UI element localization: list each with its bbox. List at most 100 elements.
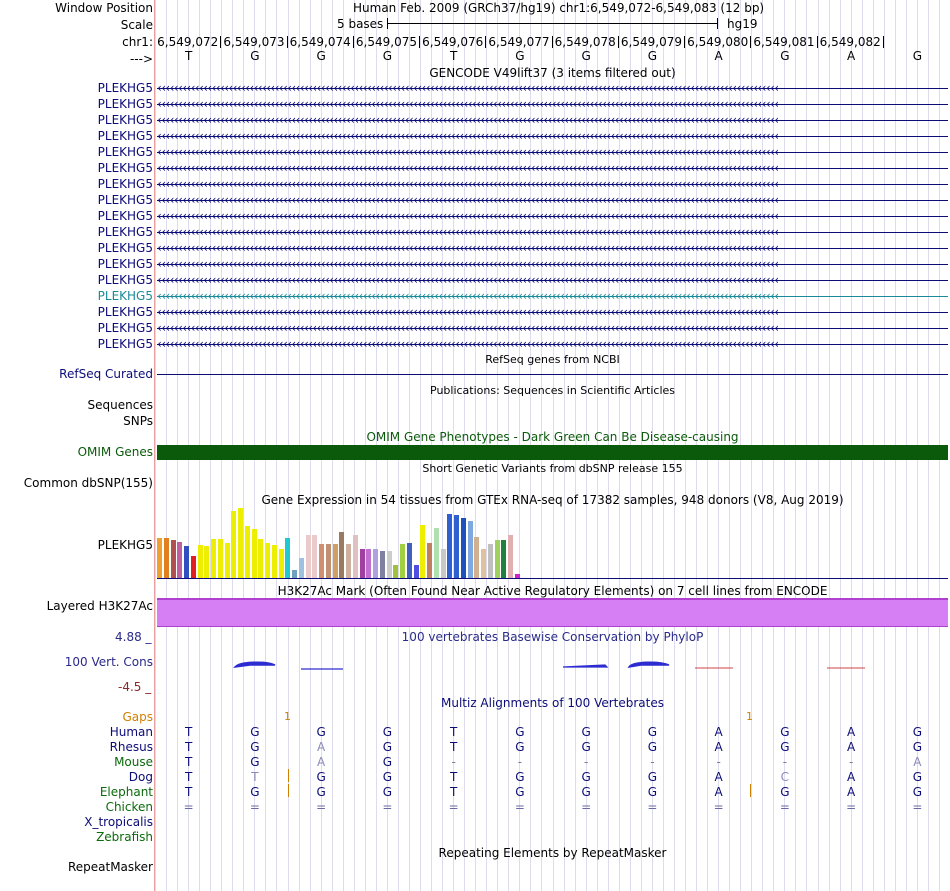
gtex-tissue-bar[interactable] bbox=[393, 565, 399, 578]
transcript-label[interactable]: PLEKHG5 bbox=[97, 129, 153, 143]
gtex-tissue-bar[interactable] bbox=[501, 540, 507, 578]
transcript-label[interactable]: PLEKHG5 bbox=[97, 113, 153, 127]
gtex-tissue-bar[interactable] bbox=[244, 526, 250, 578]
transcript-line[interactable] bbox=[157, 312, 948, 313]
refseq-gene-line[interactable] bbox=[157, 374, 948, 375]
gtex-tissue-bar[interactable] bbox=[440, 549, 446, 578]
transcript-line[interactable] bbox=[157, 120, 948, 121]
refseq-label[interactable]: RefSeq Curated bbox=[59, 367, 153, 381]
species-label[interactable]: X_tropicalis bbox=[84, 815, 153, 829]
transcript-line[interactable] bbox=[157, 344, 948, 345]
gtex-tissue-bar[interactable] bbox=[514, 574, 520, 578]
transcript-line[interactable] bbox=[157, 296, 948, 297]
transcript-label[interactable]: PLEKHG5 bbox=[97, 97, 153, 111]
transcript-line[interactable] bbox=[157, 328, 948, 329]
gtex-tissue-bar[interactable] bbox=[481, 549, 486, 578]
gtex-tissue-bar[interactable] bbox=[251, 529, 257, 578]
species-label[interactable]: Rhesus bbox=[109, 740, 153, 754]
transcript-line[interactable] bbox=[157, 104, 948, 105]
transcript-label[interactable]: PLEKHG5 bbox=[97, 177, 153, 191]
transcript-line[interactable] bbox=[157, 200, 948, 201]
transcript-line[interactable] bbox=[157, 280, 948, 281]
gtex-tissue-bar[interactable] bbox=[217, 539, 223, 578]
gtex-tissue-bar[interactable] bbox=[454, 515, 459, 578]
publications-snps-label[interactable]: SNPs bbox=[123, 414, 153, 428]
repeatmasker-label[interactable]: RepeatMasker bbox=[67, 860, 153, 874]
gtex-tissue-bar[interactable] bbox=[177, 542, 183, 578]
gtex-tissue-bar[interactable] bbox=[346, 544, 351, 578]
transcript-label[interactable]: PLEKHG5 bbox=[97, 257, 153, 271]
gtex-tissue-bar[interactable] bbox=[487, 544, 493, 578]
transcript-line[interactable] bbox=[157, 216, 948, 217]
transcript-line[interactable] bbox=[157, 168, 948, 169]
gtex-tissue-bar[interactable] bbox=[157, 538, 162, 578]
gtex-tissue-bar[interactable] bbox=[271, 545, 277, 578]
gtex-tissue-bar[interactable] bbox=[258, 539, 264, 578]
transcript-label[interactable]: PLEKHG5 bbox=[97, 161, 153, 175]
transcript-line[interactable] bbox=[157, 232, 948, 233]
gtex-tissue-bar[interactable] bbox=[433, 528, 439, 578]
gtex-tissue-bar[interactable] bbox=[474, 537, 480, 578]
h3k27ac-signal[interactable] bbox=[157, 598, 948, 627]
transcript-line[interactable] bbox=[157, 264, 948, 265]
transcript-line[interactable] bbox=[157, 136, 948, 137]
gtex-tissue-bar[interactable] bbox=[184, 546, 189, 578]
gtex-tissue-bar[interactable] bbox=[447, 514, 453, 578]
omim-phenotype-bar[interactable] bbox=[157, 445, 948, 460]
gtex-tissue-bar[interactable] bbox=[366, 549, 372, 578]
gtex-tissue-bar[interactable] bbox=[406, 543, 412, 578]
window-position-value[interactable]: Human Feb. 2009 (GRCh37/hg19) chr1:6,549… bbox=[353, 1, 765, 15]
transcript-label[interactable]: PLEKHG5 bbox=[97, 209, 153, 223]
gtex-tissue-bar[interactable] bbox=[292, 570, 297, 578]
transcript-label[interactable]: PLEKHG5 bbox=[97, 193, 153, 207]
species-label[interactable]: Chicken bbox=[105, 800, 153, 814]
transcript-label[interactable]: PLEKHG5 bbox=[97, 225, 153, 239]
gtex-tissue-bar[interactable] bbox=[467, 521, 473, 578]
species-label[interactable]: Zebrafish bbox=[96, 830, 153, 844]
transcript-label[interactable]: PLEKHG5 bbox=[97, 81, 153, 95]
gtex-tissue-bar[interactable] bbox=[400, 544, 405, 578]
gtex-tissue-bar[interactable] bbox=[170, 540, 176, 578]
gtex-label[interactable]: PLEKHG5 bbox=[97, 538, 153, 552]
transcript-label[interactable]: PLEKHG5 bbox=[97, 321, 153, 335]
phylop-signal[interactable] bbox=[155, 655, 950, 680]
phylop-label[interactable]: 100 Vert. Cons bbox=[64, 655, 153, 669]
gtex-tissue-bar[interactable] bbox=[386, 551, 392, 578]
transcript-label[interactable]: PLEKHG5 bbox=[97, 305, 153, 319]
transcript-line[interactable] bbox=[157, 248, 948, 249]
species-label[interactable]: Human bbox=[109, 725, 153, 739]
omim-label[interactable]: OMIM Genes bbox=[77, 445, 153, 459]
species-label[interactable]: Dog bbox=[128, 770, 153, 784]
gtex-tissue-bar[interactable] bbox=[332, 544, 338, 578]
gtex-tissue-bar[interactable] bbox=[190, 556, 196, 578]
gtex-tissue-bar[interactable] bbox=[278, 549, 284, 578]
transcript-label[interactable]: PLEKHG5 bbox=[97, 145, 153, 159]
species-label[interactable]: Mouse bbox=[114, 755, 153, 769]
gtex-tissue-bar[interactable] bbox=[238, 508, 243, 578]
gtex-tissue-bar[interactable] bbox=[508, 535, 513, 578]
publications-sequences-label[interactable]: Sequences bbox=[87, 398, 153, 412]
gtex-tissue-bar[interactable] bbox=[298, 558, 304, 578]
gtex-tissue-bar[interactable] bbox=[420, 525, 426, 578]
gtex-tissue-bar[interactable] bbox=[359, 549, 365, 578]
gtex-tissue-bar[interactable] bbox=[339, 532, 345, 578]
gtex-tissue-bar[interactable] bbox=[285, 538, 291, 578]
transcript-label[interactable]: PLEKHG5 bbox=[97, 273, 153, 287]
gtex-tissue-bar[interactable] bbox=[325, 544, 331, 578]
species-label[interactable]: Elephant bbox=[99, 785, 153, 799]
h3k27ac-label[interactable]: Layered H3K27Ac bbox=[46, 599, 153, 613]
gtex-tissue-bar[interactable] bbox=[231, 511, 237, 578]
gtex-tissue-bar[interactable] bbox=[204, 546, 210, 578]
gtex-tissue-bar[interactable] bbox=[163, 538, 169, 578]
gtex-tissue-bar[interactable] bbox=[379, 551, 385, 578]
transcript-label[interactable]: PLEKHG5 bbox=[97, 241, 153, 255]
transcript-line[interactable] bbox=[157, 88, 948, 89]
gtex-tissue-bar[interactable] bbox=[352, 535, 358, 578]
gtex-tissue-bar[interactable] bbox=[265, 543, 270, 578]
transcript-line[interactable] bbox=[157, 152, 948, 153]
transcript-line[interactable] bbox=[157, 184, 948, 185]
gtex-tissue-bar[interactable] bbox=[312, 535, 318, 578]
gtex-tissue-bar[interactable] bbox=[211, 539, 216, 578]
gtex-tissue-bar[interactable] bbox=[460, 518, 466, 578]
gtex-tissue-bar[interactable] bbox=[305, 535, 311, 578]
